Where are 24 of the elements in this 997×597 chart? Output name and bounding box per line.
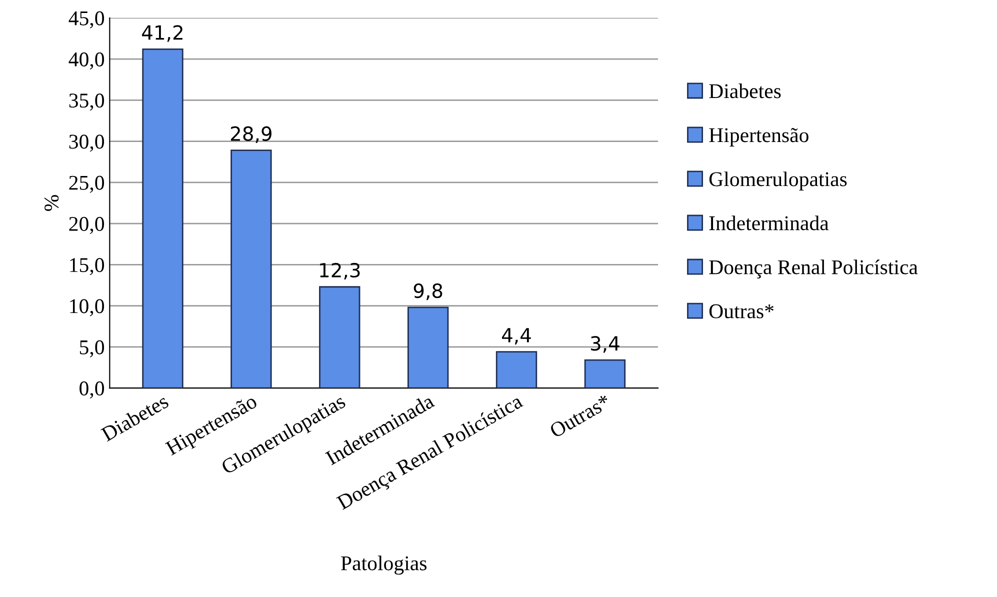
data-label: 4,4 [502, 328, 531, 345]
y-tick-label: 30,0 [69, 134, 104, 152]
y-tick-label: 40,0 [68, 52, 104, 70]
legend-label: Indeterminada [709, 216, 829, 230]
y-tick-label: 35,0 [69, 94, 104, 111]
y-tick-label: 0,0 [80, 381, 104, 398]
y-tick-label: 25,0 [69, 176, 104, 193]
data-label: 9,8 [414, 283, 442, 300]
y-tick-label: 15,0 [70, 258, 104, 276]
data-label: 41,2 [142, 25, 182, 42]
legend-label: Diabetes [709, 84, 781, 98]
x-axis-title: Patologias [341, 556, 426, 575]
y-tick-label: 20,0 [69, 216, 104, 234]
data-label: 28,9 [230, 126, 272, 143]
data-label: 3,4 [590, 336, 620, 353]
y-tick-label: 5,0 [80, 340, 104, 358]
y-tick-label: 10,0 [70, 299, 104, 316]
y-axis-title: % [44, 195, 59, 211]
legend-label: Glomerulopatias [709, 172, 847, 190]
legend-label: Outras* [709, 304, 774, 318]
y-tick-label: 45,0 [68, 11, 104, 28]
legend-label: Hipertensão [709, 128, 808, 146]
legend-label: Doença Renal Policística [709, 260, 918, 279]
data-label: 12,3 [320, 262, 360, 280]
